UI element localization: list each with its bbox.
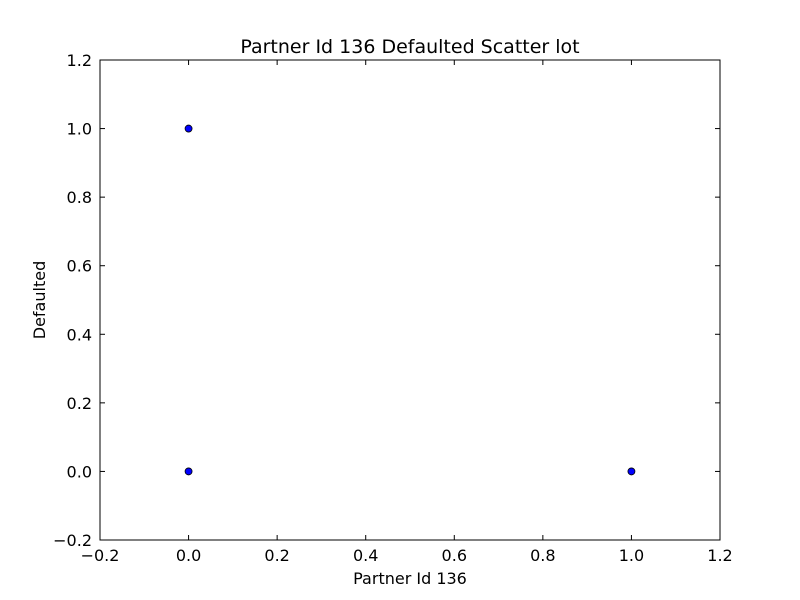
- x-tick-label: 0.6: [442, 546, 467, 565]
- y-tick-label: 0.6: [67, 257, 92, 276]
- y-axis-ticks: −0.2 0.0 0.2 0.4 0.6 0.8 1.0 1.2: [53, 51, 720, 550]
- x-tick-label: −0.2: [81, 546, 120, 565]
- y-tick-label: 0.0: [67, 462, 92, 481]
- y-tick-label: −0.2: [53, 531, 92, 550]
- y-tick-label: 0.4: [67, 325, 92, 344]
- x-tick-label: 0.0: [176, 546, 201, 565]
- x-tick-label: 0.4: [353, 546, 378, 565]
- plot-frame: [99, 59, 721, 541]
- scatter-point: [627, 467, 636, 476]
- chart-title: Partner Id 136 Defaulted Scatter lot: [240, 36, 579, 58]
- x-tick-label: 1.0: [619, 546, 644, 565]
- y-tick-label: 0.8: [67, 188, 92, 207]
- scatter-point: [184, 124, 193, 133]
- y-tick-label: 0.2: [67, 394, 92, 413]
- x-tick-label: 1.2: [707, 546, 732, 565]
- y-tick-label: 1.2: [67, 51, 92, 70]
- scatter-point: [184, 467, 193, 476]
- x-tick-label: 0.8: [530, 546, 555, 565]
- x-tick-label: 0.2: [264, 546, 289, 565]
- x-axis-label: Partner Id 136: [353, 569, 467, 588]
- y-tick-label: 1.0: [67, 120, 92, 139]
- data-points: [184, 124, 636, 476]
- y-axis-label: Defaulted: [30, 261, 49, 339]
- x-axis-ticks: −0.2 0.0 0.2 0.4 0.6 0.8 1.0 1.2: [81, 60, 733, 565]
